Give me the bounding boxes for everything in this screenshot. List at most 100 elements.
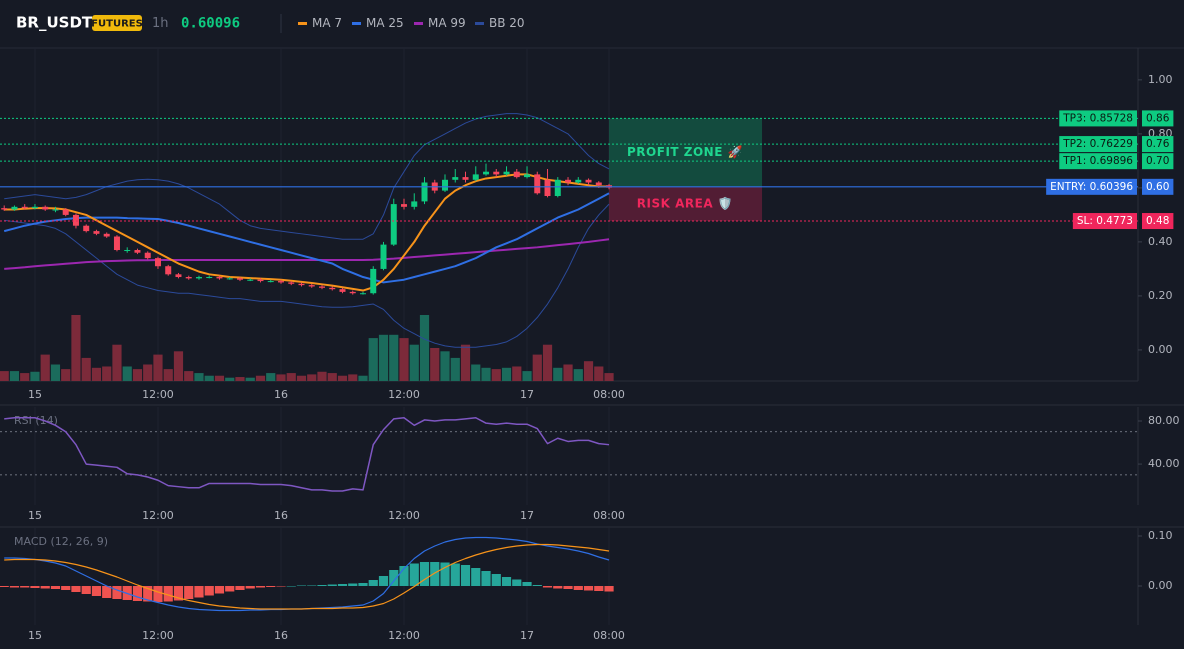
candle-body: [267, 281, 274, 283]
zone-label: PROFIT ZONE 🚀: [627, 145, 743, 159]
volume-bar: [30, 371, 40, 381]
histogram-bar: [594, 586, 604, 591]
y-tick-label: 0.20: [1148, 289, 1173, 302]
candle-body: [31, 206, 38, 209]
rsi-line: [4, 417, 610, 492]
histogram-bar: [378, 576, 389, 586]
candle-body: [339, 289, 346, 292]
volume-bar: [460, 344, 471, 381]
histogram-bar: [91, 586, 102, 596]
volume-bar: [122, 366, 132, 381]
x-tick-label: 16: [274, 629, 288, 642]
volume-bar: [512, 366, 522, 381]
volume-bar: [430, 348, 440, 381]
y-tick-label: 0.10: [1148, 529, 1173, 542]
candle-body: [83, 225, 90, 232]
candle-body: [277, 281, 284, 283]
volume-bar: [91, 367, 102, 381]
axis-badge: [1142, 213, 1174, 230]
candle-body: [318, 286, 325, 288]
level-badge-text: ENTRY: 0.60396: [1050, 181, 1133, 193]
histogram-bar: [512, 579, 522, 586]
volume-bar: [471, 364, 481, 381]
x-tick-label: 12:00: [142, 388, 174, 401]
volume-bar: [594, 366, 604, 381]
candle-body: [93, 231, 100, 234]
moving-average: [3, 192, 610, 284]
volume-bar: [194, 373, 204, 381]
x-tick-label: 17: [520, 509, 534, 522]
histogram-bar: [553, 586, 563, 589]
volume-bar: [573, 369, 583, 381]
histogram-bar: [604, 586, 614, 592]
histogram-bar: [184, 586, 194, 599]
x-tick-label: 12:00: [142, 629, 174, 642]
candle-body: [216, 277, 223, 279]
candle-body: [421, 182, 428, 202]
volume-bar: [532, 354, 542, 381]
volume-bar: [266, 373, 276, 381]
histogram-bar: [532, 585, 542, 586]
histogram-bar: [204, 586, 214, 596]
histogram-bar: [20, 586, 30, 588]
axis-badge: [1142, 153, 1174, 170]
volume-bar: [358, 375, 368, 381]
candle-body: [329, 287, 336, 290]
level-badge: [1059, 153, 1137, 170]
candle-body: [144, 252, 151, 259]
pane-title: MACD (12, 26, 9): [14, 535, 108, 548]
candle-body: [544, 179, 551, 196]
volume-bar: [61, 369, 71, 381]
volume-bar: [245, 377, 255, 381]
histogram-bar: [163, 586, 173, 602]
y-tick-label: 0.00: [1148, 579, 1173, 592]
histogram-bar: [348, 583, 358, 586]
histogram-bar: [317, 585, 327, 586]
y-tick-label: 1.00: [1148, 73, 1173, 86]
x-tick-label: 15: [28, 509, 42, 522]
axis-badge-text: 0.76: [1146, 138, 1170, 150]
volume-bar: [450, 357, 460, 381]
volume-bar: [491, 369, 501, 381]
histogram-bar: [61, 586, 71, 590]
candle-body: [165, 266, 172, 275]
volume-bar: [184, 371, 194, 381]
volume-bar: [9, 371, 20, 381]
axis-badge: [1142, 136, 1174, 153]
volume-bar: [399, 338, 409, 381]
y-tick-label: 0.40: [1148, 235, 1173, 248]
x-tick-label: 12:00: [388, 509, 420, 522]
candle-body: [195, 277, 202, 279]
candle-body: [257, 279, 264, 282]
x-tick-label: 16: [274, 509, 288, 522]
histogram-bar: [173, 586, 184, 601]
level-badge-text: SL: 0.4773: [1077, 215, 1133, 227]
candle-body: [503, 171, 510, 175]
histogram-bar: [153, 586, 163, 602]
x-tick-label: 17: [520, 629, 534, 642]
level-badge-text: TP1: 0.69896: [1062, 155, 1133, 167]
candle-body: [595, 182, 602, 186]
x-tick-label: 08:00: [593, 509, 625, 522]
candle-body: [236, 278, 243, 280]
histogram-bar: [30, 586, 40, 588]
volume-bar: [481, 367, 491, 381]
level-badge: [1059, 136, 1137, 153]
histogram-bar: [255, 586, 266, 588]
volume-bar: [563, 364, 573, 381]
bollinger-lower: [4, 203, 610, 348]
volume-bar: [81, 357, 91, 381]
volume-bar: [163, 369, 173, 381]
moving-average: [4, 173, 610, 292]
volume-bar: [235, 377, 245, 381]
histogram-bar: [40, 586, 50, 589]
axis-badge-text: 0.86: [1146, 112, 1170, 124]
last-price: 0.60096: [181, 16, 240, 32]
histogram-bar: [276, 586, 286, 587]
candle-body: [175, 274, 182, 278]
x-tick-label: 08:00: [593, 629, 625, 642]
volume-bar: [20, 373, 30, 381]
histogram-bar: [71, 586, 81, 592]
x-tick-label: 12:00: [388, 388, 420, 401]
